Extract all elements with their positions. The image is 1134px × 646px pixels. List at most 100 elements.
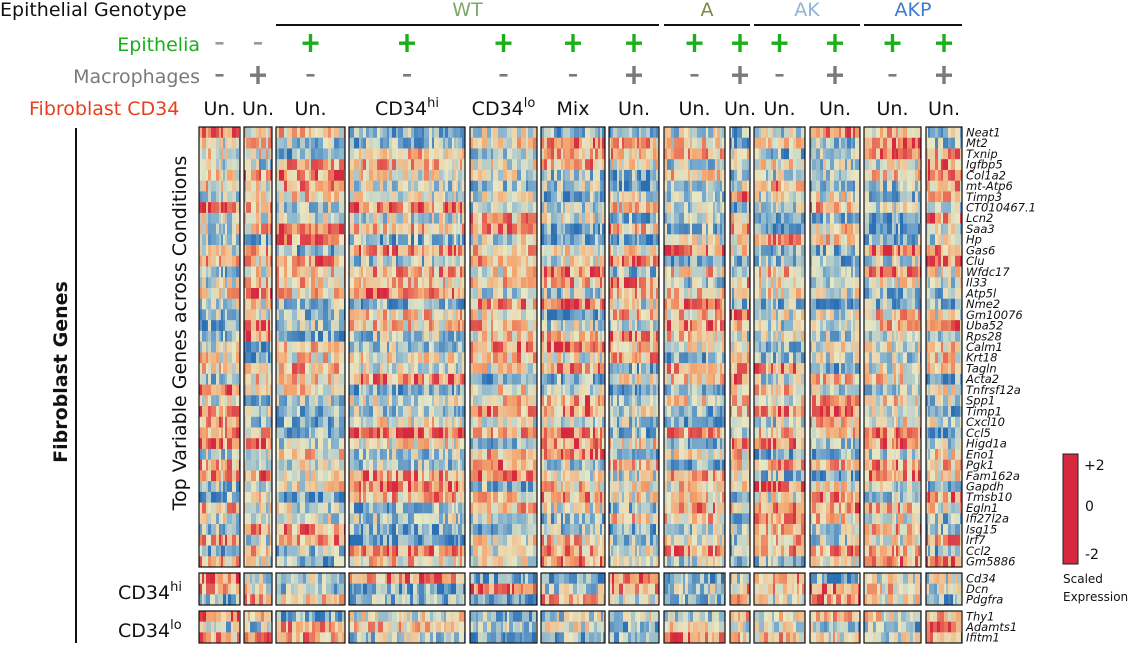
cd34lo-column-8 [730, 611, 750, 644]
cd34hi-column-3 [349, 573, 465, 606]
main-gene-label-2: Txnip [966, 147, 998, 161]
fibroblast-genes-label: Fibroblast Genes [50, 281, 72, 463]
main-gene-label-35: Egln1 [966, 501, 998, 515]
cd34-condition-label-4: CD34lo [472, 96, 536, 120]
column-border-6-1 [608, 572, 660, 606]
colorbar-tick-low: -2 [1085, 547, 1099, 563]
column-border-3-2 [348, 610, 466, 644]
main-gene-label-31: Pgk1 [966, 458, 994, 472]
column-border-9-0 [753, 126, 806, 568]
macrophage-mark-4 [499, 74, 508, 77]
main-gene-label-29: Higd1a [966, 437, 1007, 451]
column-border-7-1 [663, 572, 726, 606]
colorbar-tick-high: +2 [1084, 458, 1105, 474]
column-border-4-0 [469, 126, 538, 568]
cd34hi-side-base: CD34 [118, 582, 170, 604]
main-column-11 [864, 127, 921, 568]
column-border-6-2 [608, 610, 660, 644]
cd34lo-column-2 [276, 611, 345, 644]
colorbar-title-line1: Scaled [1063, 572, 1103, 586]
fibroblast-cd34-header: Fibroblast CD34 [29, 98, 179, 120]
cd34lo-gene-label-1: Adamts1 [965, 620, 1017, 634]
cd34lo-column-7 [664, 611, 725, 644]
cd34-condition-label-3: CD34hi [375, 96, 439, 120]
macrophage-mark-8 [732, 66, 748, 84]
cd34lo-side-base: CD34 [118, 620, 170, 642]
column-border-1-0 [243, 126, 273, 568]
main-gene-label-13: Wfdc17 [966, 265, 1010, 279]
column-border-10-2 [809, 610, 861, 644]
main-gene-label-34: Tmsb10 [966, 490, 1012, 504]
cd34lo-side-label: CD34lo [118, 618, 182, 642]
epithelia-mark-6 [626, 34, 642, 52]
column-border-4-1 [469, 572, 538, 606]
column-border-8-1 [729, 572, 751, 606]
epithelia-mark-3 [399, 34, 415, 52]
main-gene-label-16: Nme2 [966, 297, 1000, 311]
column-border-12-1 [925, 572, 963, 606]
main-gene-label-6: Timp3 [966, 190, 1002, 204]
macrophage-mark-2 [306, 74, 315, 77]
main-column-1 [244, 127, 272, 568]
macrophage-mark-3 [403, 74, 411, 77]
macrophage-mark-7 [690, 74, 699, 77]
column-border-7-0 [663, 126, 726, 568]
main-gene-label-32: Fam162a [966, 469, 1020, 483]
main-gene-label-22: Tagln [966, 362, 997, 376]
main-gene-label-39: Ccl2 [966, 544, 991, 558]
column-border-6-0 [608, 126, 660, 568]
macrophage-mark-0 [215, 74, 224, 77]
main-column-10 [810, 127, 860, 568]
main-column-2 [276, 127, 345, 568]
main-gene-label-0: Neat1 [966, 125, 1001, 139]
main-gene-label-36: Ifi27l2a [966, 512, 1009, 526]
gene-labels-layer: Neat1Mt2TxnipIgfbp5Col1a2mt-Atp6Timp3CT0… [965, 125, 1036, 644]
main-gene-label-9: Saa3 [966, 222, 995, 236]
main-column-4 [470, 127, 537, 568]
cd34hi-column-0 [199, 573, 240, 606]
main-gene-label-28: Ccl5 [966, 426, 991, 440]
column-border-5-2 [540, 610, 606, 644]
main-gene-label-3: Igfbp5 [966, 158, 1003, 172]
cd34hi-column-10 [810, 573, 860, 606]
column-border-7-2 [663, 610, 726, 644]
main-column-9 [754, 127, 805, 568]
column-border-1-2 [243, 610, 273, 644]
y-axis-title: Top Variable Genes across Conditions [169, 156, 191, 512]
epithelia-mark-10 [827, 34, 843, 52]
macrophage-mark-1 [250, 66, 266, 84]
main-gene-label-24: Tnfrsf12a [966, 383, 1021, 397]
main-gene-label-33: Gapdh [966, 480, 1004, 494]
main-gene-label-12: Clu [966, 254, 985, 268]
macrophage-mark-9 [775, 74, 784, 77]
main-gene-label-26: Timp1 [966, 404, 1002, 418]
cd34lo-column-3 [349, 611, 465, 644]
cd34-condition-label-6: Un. [618, 98, 650, 120]
genotype-label-a: A [701, 0, 714, 21]
column-border-9-2 [753, 610, 806, 644]
cd34lo-side-sup: lo [170, 618, 182, 633]
column-border-1-1 [243, 572, 273, 606]
main-gene-label-18: Uba52 [966, 319, 1003, 333]
cd34lo-column-12 [926, 611, 962, 644]
epithelia-mark-0 [215, 42, 224, 45]
main-gene-label-40: Gm5886 [966, 555, 1015, 569]
column-border-5-0 [540, 126, 606, 568]
epithelia-mark-8 [732, 34, 748, 52]
cd34-condition-label-8: Un. [724, 98, 756, 120]
cd34hi-column-2 [276, 573, 345, 606]
cd34-condition-label-9: Un. [764, 98, 796, 120]
genotype-header: Epithelial Genotype [0, 0, 187, 21]
cd34hi-column-1 [244, 573, 272, 606]
colorbar-title-line2: Expression [1063, 590, 1128, 604]
main-gene-label-15: Atp5l [965, 286, 997, 300]
column-border-8-0 [729, 126, 751, 568]
cd34lo-gene-label-2: Ifitm1 [966, 631, 1000, 645]
cd34lo-gene-label-0: Thy1 [966, 609, 994, 623]
cd34hi-gene-label-2: Pdgfra [966, 593, 1003, 607]
cd34hi-column-4 [470, 573, 537, 606]
column-border-0-1 [198, 572, 241, 606]
colorbar-tick-mid: 0 [1085, 499, 1094, 515]
macrophage-mark-12 [936, 66, 952, 84]
